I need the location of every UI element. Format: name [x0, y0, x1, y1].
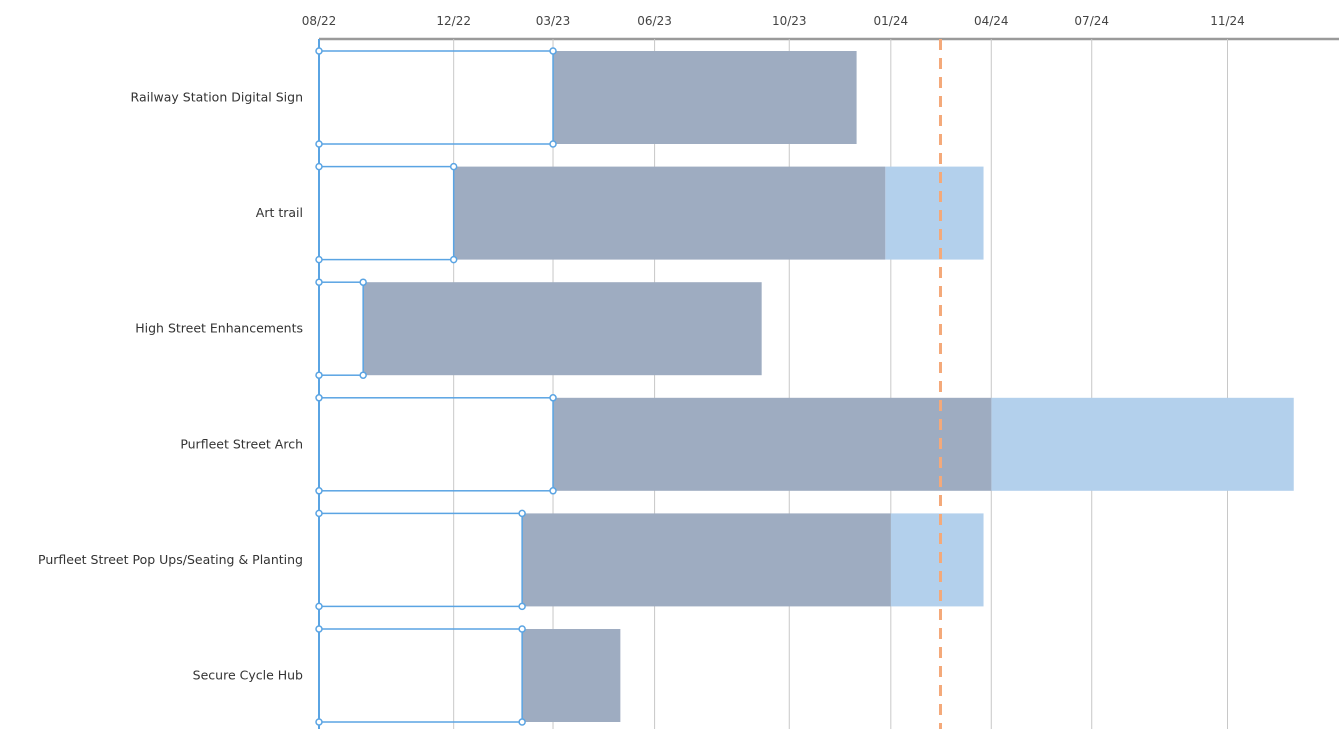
grid-lines: [318, 37, 1339, 729]
task-outline-box[interactable]: [318, 628, 523, 723]
task-row[interactable]: [315, 625, 621, 726]
task-bar[interactable]: [522, 629, 621, 722]
x-tick-label: 10/23: [772, 14, 807, 28]
x-tick-label: 06/23: [637, 14, 672, 28]
task-outline-box[interactable]: [318, 165, 455, 261]
task-outline-box[interactable]: [318, 397, 554, 492]
resize-handle[interactable]: [549, 394, 557, 402]
resize-handle[interactable]: [518, 625, 526, 633]
x-tick-label: 01/24: [874, 14, 909, 28]
resize-handle[interactable]: [359, 371, 367, 379]
resize-handle[interactable]: [315, 371, 323, 379]
x-axis-ticks: 08/22 12/22 03/23 06/23 10/23 01/24 04/24 07/24…: [302, 14, 1245, 28]
resize-handle[interactable]: [359, 278, 367, 286]
task-outline-box[interactable]: [318, 281, 364, 376]
x-tick-label: 08/22: [302, 14, 337, 28]
task-bar[interactable]: [522, 513, 891, 607]
task-label: Purfleet Street Arch: [180, 436, 303, 451]
resize-handle[interactable]: [518, 718, 526, 726]
task-row[interactable]: [315, 278, 762, 379]
resize-handle[interactable]: [315, 509, 323, 518]
task-extension-bar[interactable]: [991, 397, 1294, 491]
x-tick-label: 12/22: [436, 14, 471, 28]
resize-handle[interactable]: [315, 255, 323, 264]
task-bars: [315, 47, 1294, 726]
task-row[interactable]: [315, 509, 984, 611]
resize-handle[interactable]: [549, 487, 557, 495]
task-bar[interactable]: [363, 282, 762, 376]
task-label: High Street Enhancements: [135, 321, 303, 336]
resize-handle[interactable]: [315, 47, 323, 55]
task-label: Railway Station Digital Sign: [131, 90, 303, 105]
resize-handle[interactable]: [315, 487, 323, 495]
resize-handle[interactable]: [315, 394, 323, 402]
task-row[interactable]: [315, 162, 984, 264]
x-tick-label: 03/23: [536, 14, 571, 28]
resize-handle[interactable]: [315, 625, 323, 633]
resize-handle[interactable]: [315, 718, 323, 726]
resize-handle[interactable]: [518, 509, 526, 518]
resize-handle[interactable]: [549, 47, 557, 55]
resize-handle[interactable]: [315, 140, 323, 148]
task-bar[interactable]: [553, 397, 992, 491]
task-labels: Railway Station Digital Sign Art trail Hig…: [38, 90, 303, 683]
x-tick-label: 04/24: [974, 14, 1009, 28]
task-bar[interactable]: [553, 51, 857, 144]
resize-handle[interactable]: [518, 602, 526, 611]
task-outline-box[interactable]: [318, 512, 523, 608]
resize-handle[interactable]: [449, 162, 458, 171]
task-extension-bar[interactable]: [890, 513, 984, 607]
task-bar[interactable]: [453, 166, 886, 260]
x-tick-label: 07/24: [1074, 14, 1109, 28]
task-row[interactable]: [315, 394, 1294, 495]
resize-handle[interactable]: [549, 140, 557, 148]
x-tick-label: 11/24: [1210, 14, 1245, 28]
task-label: Secure Cycle Hub: [193, 668, 303, 683]
task-row[interactable]: [315, 47, 857, 148]
resize-handle[interactable]: [449, 255, 458, 264]
resize-handle[interactable]: [315, 602, 323, 611]
task-label: Art trail: [256, 205, 303, 220]
resize-handle[interactable]: [315, 278, 323, 286]
resize-handle[interactable]: [315, 162, 323, 171]
task-label: Purfleet Street Pop Ups/Seating & Planti…: [38, 552, 303, 567]
task-outline-box[interactable]: [318, 50, 554, 145]
task-extension-bar[interactable]: [885, 166, 984, 260]
